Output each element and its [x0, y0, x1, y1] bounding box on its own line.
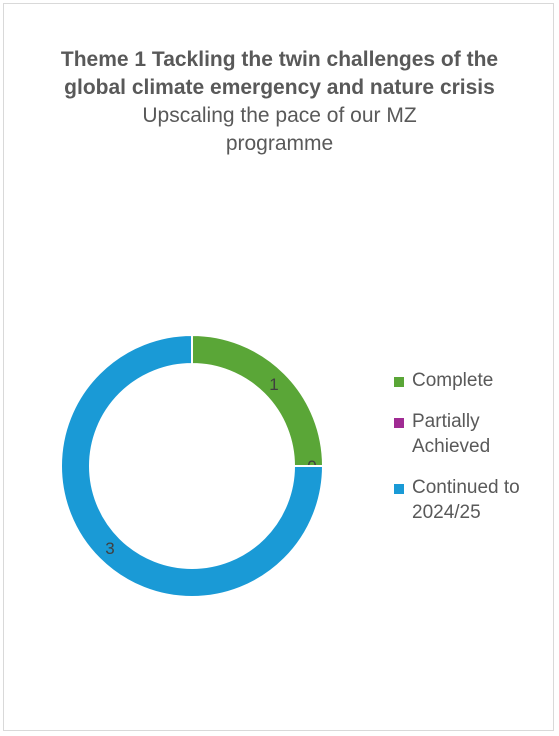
chart-title: Theme 1 Tackling the twin challenges of … — [60, 48, 499, 99]
legend: Complete Partially Achieved Continued to… — [394, 368, 554, 541]
data-label-continued: 3 — [105, 539, 114, 558]
chart-subtitle: Upscaling the pace of our MZ programme — [142, 104, 417, 155]
legend-label-continued: Continued to 2024/25 — [412, 477, 520, 523]
slice-continued — [60, 333, 325, 598]
data-label-complete: 1 — [269, 375, 278, 394]
legend-swatch-complete — [394, 377, 404, 387]
legend-swatch-continued — [394, 484, 404, 494]
legend-label-complete: Complete — [412, 370, 494, 391]
slice-complete — [191, 333, 325, 467]
legend-swatch-partially-achieved — [394, 418, 404, 428]
legend-label-partially-achieved: Partially Achieved — [412, 411, 491, 457]
legend-item-complete: Complete — [394, 368, 554, 393]
legend-item-partially-achieved: Partially Achieved — [394, 409, 554, 459]
chart-header: Theme 1 Tackling the twin challenges of … — [4, 46, 555, 158]
chart-frame: Theme 1 Tackling the twin challenges of … — [3, 3, 554, 731]
legend-item-continued: Continued to 2024/25 — [394, 475, 554, 525]
doughnut-chart: 103 — [60, 333, 325, 598]
